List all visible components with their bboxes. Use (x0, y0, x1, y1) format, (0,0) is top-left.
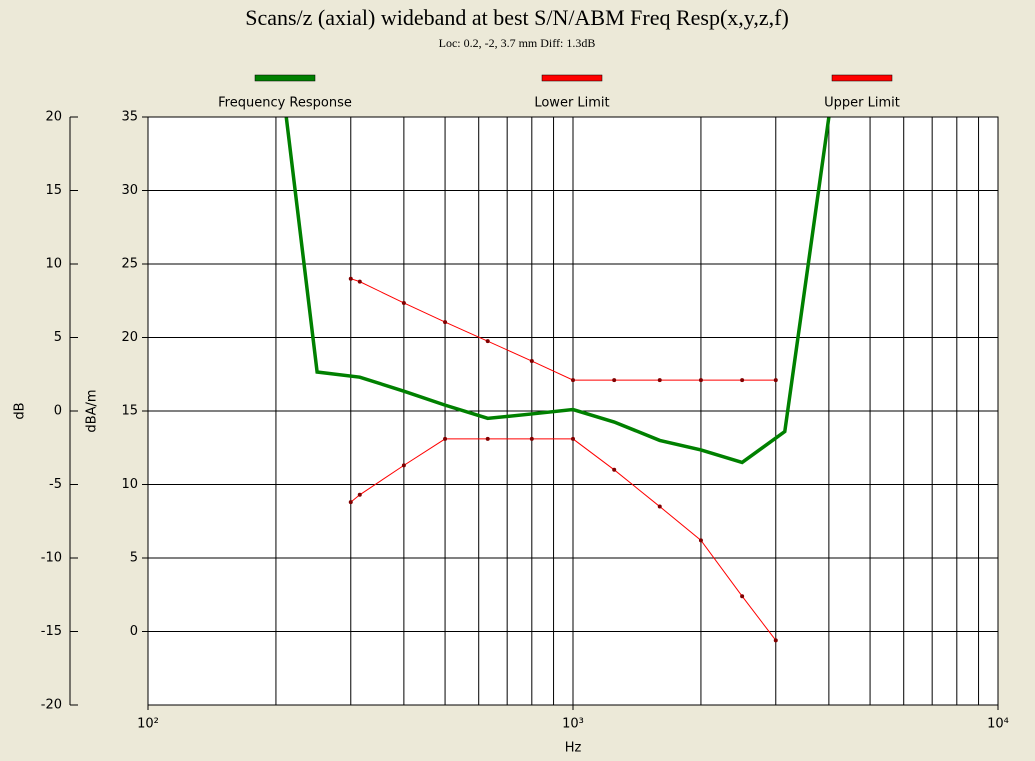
series-line (350, 438, 777, 641)
y2-tick-label: 20 (121, 330, 138, 345)
data-point (698, 378, 703, 383)
data-point (443, 320, 448, 325)
y-tick-label: 10 (45, 257, 62, 272)
data-point (571, 436, 575, 441)
y-tick-label: -15 (41, 624, 62, 639)
data-point (529, 359, 534, 364)
y-tick-label: 15 (45, 183, 62, 198)
y2-axis-label: dBA/m (85, 389, 100, 432)
data-point (348, 276, 353, 281)
y2-tick-label: 10 (121, 477, 138, 492)
y2-tick-label: 30 (121, 183, 138, 198)
x-tick-label: 10² (137, 717, 159, 732)
y2-tick-label: 5 (130, 551, 138, 566)
data-point (612, 467, 617, 472)
plot-series (284, 117, 831, 643)
legend-label: Upper Limit (824, 96, 900, 111)
data-point (529, 436, 534, 441)
chart-subtitle: Loc: 0.2, -2, 3.7 mm Diff: 1.3dB (439, 36, 596, 50)
data-point (443, 436, 448, 441)
data-point (357, 492, 362, 497)
legend-swatch (254, 74, 316, 82)
data-point (657, 378, 662, 383)
data-point (401, 300, 406, 305)
data-point (773, 638, 778, 643)
data-point (740, 378, 745, 383)
data-point (485, 339, 490, 344)
legend-swatch (541, 74, 603, 82)
legend-label: Lower Limit (534, 96, 609, 111)
chart-title: Scans/z (axial) wideband at best S/N/ABM… (245, 5, 789, 30)
x-tick-label: 10³ (562, 717, 584, 732)
y-tick-label: -10 (41, 551, 62, 566)
data-point (348, 500, 353, 505)
data-point (571, 378, 575, 383)
y-tick-label: -5 (49, 477, 62, 492)
y2-tick-label: 0 (130, 624, 138, 639)
data-point (657, 504, 662, 509)
x-axis-label: Hz (565, 741, 582, 756)
data-point (773, 378, 778, 383)
plot-area (147, 116, 999, 706)
y-tick-label: 5 (54, 330, 62, 345)
legend-swatch (831, 74, 893, 82)
data-point (357, 279, 362, 284)
data-point (612, 378, 617, 383)
data-point (698, 538, 703, 543)
y-axis-label: dB (13, 402, 28, 419)
data-point (740, 594, 745, 599)
legend-label: Frequency Response (218, 96, 352, 111)
y-tick-label: -20 (41, 698, 62, 713)
x-tick-label: 10⁴ (987, 717, 1009, 732)
series-line (350, 278, 776, 381)
y-tick-label: 0 (54, 404, 62, 419)
y2-tick-label: 35 (121, 110, 138, 125)
y2-tick-label: 25 (121, 257, 138, 272)
data-point (485, 436, 490, 441)
y2-tick-label: 15 (121, 404, 138, 419)
y-tick-label: 20 (45, 110, 62, 125)
data-point (401, 463, 406, 468)
series-line (284, 117, 831, 465)
